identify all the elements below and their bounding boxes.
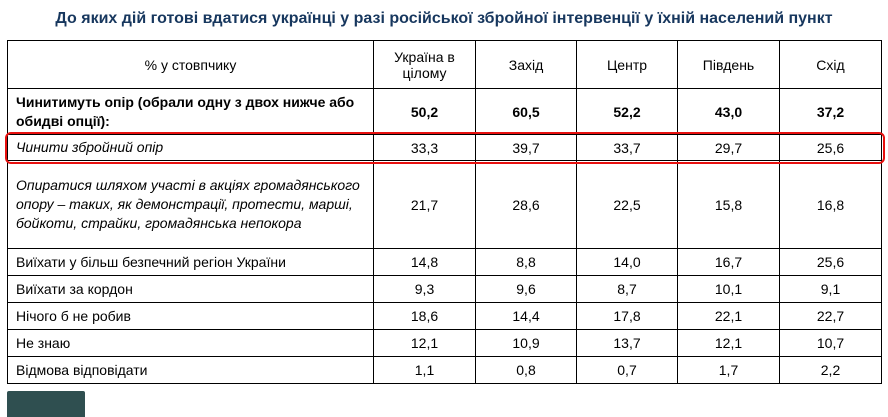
cell-value: 14,0	[576, 248, 678, 276]
table-row-refuse-answer: Відмова відповідати 1,1 0,8 0,7 1,7 2,2	[7, 356, 882, 384]
table-row-do-nothing: Нічого б не робив 18,6 14,4 17,8 22,1 22…	[7, 302, 882, 330]
cell-value: 9,1	[779, 275, 882, 303]
column-header-east: Схід	[779, 40, 882, 89]
cell-value: 22,7	[779, 302, 882, 330]
cell-value: 12,1	[677, 329, 780, 357]
table-header-row: % у стовпчику Україна в цілому Захід Цен…	[7, 40, 882, 89]
cell-value: 0,8	[475, 356, 577, 384]
page-title: До яких дій готові вдатися українці у ра…	[55, 10, 833, 27]
cell-value: 52,2	[576, 88, 678, 135]
cell-value: 0,7	[576, 356, 678, 384]
cell-value: 28,6	[475, 160, 577, 249]
column-header-ukraine-total: Україна в цілому	[373, 40, 476, 89]
table-row-armed-resistance-highlighted: Чинити збройний опір 33,3 39,7 33,7 29,7…	[7, 134, 882, 161]
cell-value: 10,1	[677, 275, 780, 303]
cell-value: 21,7	[373, 160, 476, 249]
row-label: Виїхати за кордон	[7, 275, 374, 303]
table-row-resist-total: Чинитимуть опір (обрали одну з двох нижч…	[7, 88, 882, 135]
page: До яких дій готові вдатися українці у ра…	[0, 7, 888, 417]
table-row-go-abroad: Виїхати за кордон 9,3 9,6 8,7 10,1 9,1	[7, 275, 882, 303]
column-header-center: Центр	[576, 40, 678, 89]
table-row-dont-know: Не знаю 12,1 10,9 13,7 12,1 10,7	[7, 329, 882, 357]
survey-table: % у стовпчику Україна в цілому Захід Цен…	[7, 40, 882, 384]
cell-value: 10,7	[779, 329, 882, 357]
row-label: Чинитимуть опір (обрали одну з двох нижч…	[7, 88, 374, 135]
logo-badge	[7, 391, 85, 417]
cell-value: 15,8	[677, 160, 780, 249]
cell-value: 43,0	[677, 88, 780, 135]
cell-value: 13,7	[576, 329, 678, 357]
row-label: Чинити збройний опір	[7, 134, 374, 161]
cell-value: 60,5	[475, 88, 577, 135]
row-label: Нічого б не робив	[7, 302, 374, 330]
column-header-south: Південь	[677, 40, 780, 89]
cell-value: 18,6	[373, 302, 476, 330]
table-row-move-safer-region: Виїхати у більш безпечний регіон України…	[7, 248, 882, 276]
table-row-civil-resistance: Опиратися шляхом участі в акціях громадя…	[7, 160, 882, 249]
cell-value: 1,7	[677, 356, 780, 384]
cell-value: 16,7	[677, 248, 780, 276]
cell-value: 16,8	[779, 160, 882, 249]
cell-value: 9,6	[475, 275, 577, 303]
row-label: Не знаю	[7, 329, 374, 357]
cell-value: 33,7	[576, 134, 678, 161]
cell-value: 1,1	[373, 356, 476, 384]
cell-value: 22,5	[576, 160, 678, 249]
row-label: Відмова відповідати	[7, 356, 374, 384]
row-label: Виїхати у більш безпечний регіон України	[7, 248, 374, 276]
cell-value: 14,4	[475, 302, 577, 330]
cell-value: 25,6	[779, 248, 882, 276]
cell-value: 22,1	[677, 302, 780, 330]
cell-value: 2,2	[779, 356, 882, 384]
cell-value: 29,7	[677, 134, 780, 161]
cell-value: 25,6	[779, 134, 882, 161]
cell-value: 33,3	[373, 134, 476, 161]
cell-value: 8,8	[475, 248, 577, 276]
table-wrap: % у стовпчику Україна в цілому Захід Цен…	[4, 40, 885, 384]
row-label: Опиратися шляхом участі в акціях громадя…	[7, 160, 374, 249]
cell-value: 14,8	[373, 248, 476, 276]
cell-value: 39,7	[475, 134, 577, 161]
cell-value: 10,9	[475, 329, 577, 357]
cell-value: 8,7	[576, 275, 678, 303]
cell-value: 9,3	[373, 275, 476, 303]
column-header-rowlabel: % у стовпчику	[7, 40, 374, 89]
cell-value: 50,2	[373, 88, 476, 135]
cell-value: 17,8	[576, 302, 678, 330]
cell-value: 37,2	[779, 88, 882, 135]
column-header-west: Захід	[475, 40, 577, 89]
cell-value: 12,1	[373, 329, 476, 357]
